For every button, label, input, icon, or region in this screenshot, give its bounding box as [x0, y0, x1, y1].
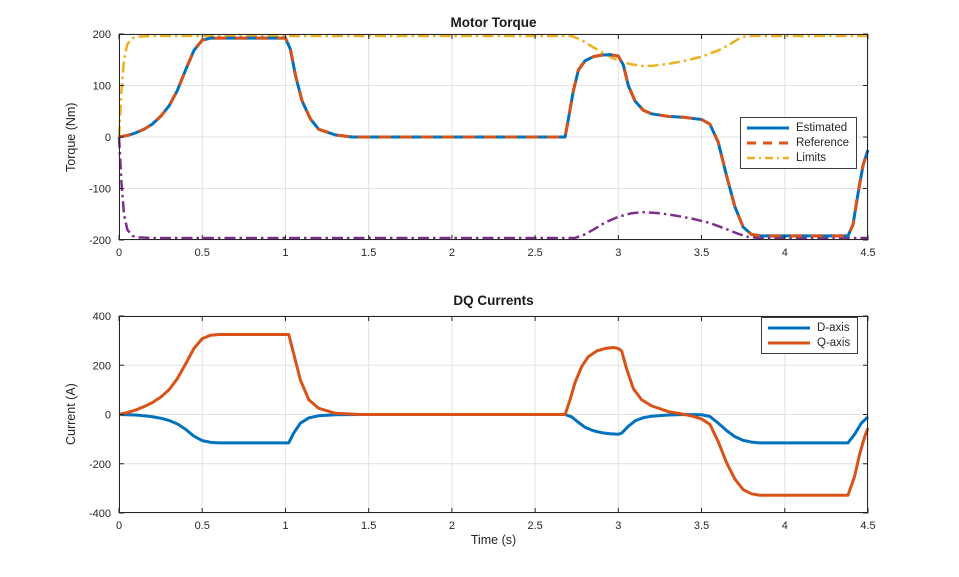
y-tick-label: 0: [105, 410, 111, 422]
x-tick-label: 3.5: [694, 520, 709, 532]
legend-label: Q-axis: [817, 337, 851, 349]
x-axis-label-time: Time (s): [470, 533, 517, 547]
y-tick-label: -200: [89, 235, 111, 247]
y-tick-label: 100: [93, 81, 111, 93]
y-tick-label: 200: [93, 29, 111, 41]
x-tick-label: 4: [782, 520, 788, 532]
x-tick-label: 3: [615, 520, 621, 532]
x-tick-label: 4.5: [860, 520, 875, 532]
x-tick-label: 3.5: [694, 247, 709, 259]
x-tick-label: 0.5: [195, 520, 210, 532]
chart-title-motor-torque: Motor Torque: [450, 15, 537, 30]
y-axis-label-torque: Torque (Nm): [64, 102, 78, 172]
y-tick-label: -400: [89, 508, 111, 520]
plot-area-dq-currents: 0 0.5 1 1.5 2 2.5 3 3.5 4 4.5 -400 -200 0 200 400: [89, 311, 876, 532]
legend-entry-limits: Limits: [747, 151, 849, 165]
x-tick-label: 4.5: [860, 247, 875, 259]
x-tick-label: 0: [116, 520, 122, 532]
series-line-q-axis: [118, 332, 870, 497]
chart-title-dq-currents: DQ Currents: [453, 293, 534, 308]
y-tick-label: -200: [89, 459, 111, 471]
legend-line-sample: [747, 141, 789, 145]
legend-entry-reference: Reference: [747, 136, 849, 150]
x-tick-label: 1.5: [361, 520, 376, 532]
y-tick-label: 400: [93, 311, 111, 323]
legend-entry-estimated: Estimated: [747, 121, 849, 135]
legend-line-sample: [747, 156, 789, 160]
x-tick-label: 0: [116, 247, 122, 259]
plot-area-motor-torque: 0 0.5 1 1.5 2 2.5 3 3.5 4 4.5 -200 -100 0 100 200: [89, 29, 876, 259]
x-tick-label: 1: [282, 247, 288, 259]
legend-label: D-axis: [817, 322, 850, 334]
legend-label: Estimated: [796, 122, 848, 134]
legend-line-sample: [747, 126, 789, 130]
y-axis-label-current: Current (A): [64, 383, 78, 446]
x-tick-label: 3: [615, 247, 621, 259]
legend-label: Reference: [796, 137, 850, 149]
x-tick-label: 0.5: [195, 247, 210, 259]
legend-motor-torque: Estimated Reference Limits: [740, 117, 858, 169]
x-tick-label: 2: [449, 247, 455, 259]
x-tick-label: 1: [282, 520, 288, 532]
y-tick-label: -100: [89, 184, 111, 196]
legend-line-sample: [768, 326, 810, 330]
x-tick-label: 2: [449, 520, 455, 532]
y-tick-label: 0: [105, 132, 111, 144]
x-tick-label: 2.5: [527, 247, 542, 259]
x-tick-label: 1.5: [361, 247, 376, 259]
legend-entry-d-axis: D-axis: [768, 321, 850, 335]
legend-entry-q-axis: Q-axis: [768, 336, 850, 350]
series-line-d-axis: [118, 413, 870, 445]
legend-dq-currents: D-axis Q-axis: [761, 317, 859, 354]
series-line-reference: [118, 36, 870, 238]
legend-label: Limits: [796, 152, 827, 164]
legend-line-sample: [768, 341, 810, 345]
x-tick-label: 2.5: [527, 520, 542, 532]
x-tick-label: 4: [782, 247, 788, 259]
y-tick-label: 200: [93, 360, 111, 372]
